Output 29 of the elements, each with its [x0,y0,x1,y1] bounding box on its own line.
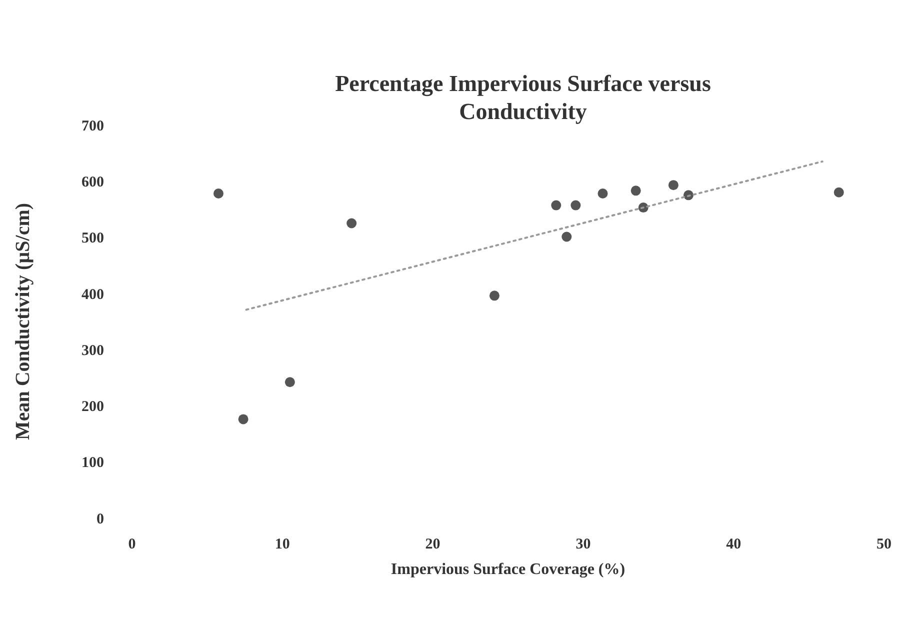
x-tick-label: 10 [274,536,290,553]
y-tick-label: 400 [82,286,104,303]
point [238,414,248,424]
point [630,186,641,196]
y-tick-label: 100 [82,455,104,472]
x-tick-label: 0 [128,536,136,553]
point [562,232,572,242]
y-tick-label: 0 [96,511,104,528]
x-tick-label: 50 [876,536,892,553]
x-tick-label: 20 [425,536,440,553]
y-axis-title: Mean Conductivity (µS/cm) [12,202,34,440]
y-tick-label: 200 [82,399,104,416]
y-tick-label: 300 [82,342,104,359]
y-tick-label: 600 [82,174,104,190]
point [598,188,608,198]
point [668,180,678,190]
point [489,290,500,301]
point [213,188,224,198]
point [346,218,357,228]
point [570,200,581,210]
x-axis-title: Impervious Surface Coverage (%) [390,561,626,578]
y-tick-label: 500 [82,230,104,247]
point [284,377,295,388]
point [834,187,844,198]
chart-title: Percentage Impervious Surface versus Conductivity [334,70,712,126]
point [551,200,562,210]
x-tick-label: 40 [726,536,742,553]
x-tick-label: 30 [576,536,591,553]
y-tick-label: 700 [82,118,104,134]
